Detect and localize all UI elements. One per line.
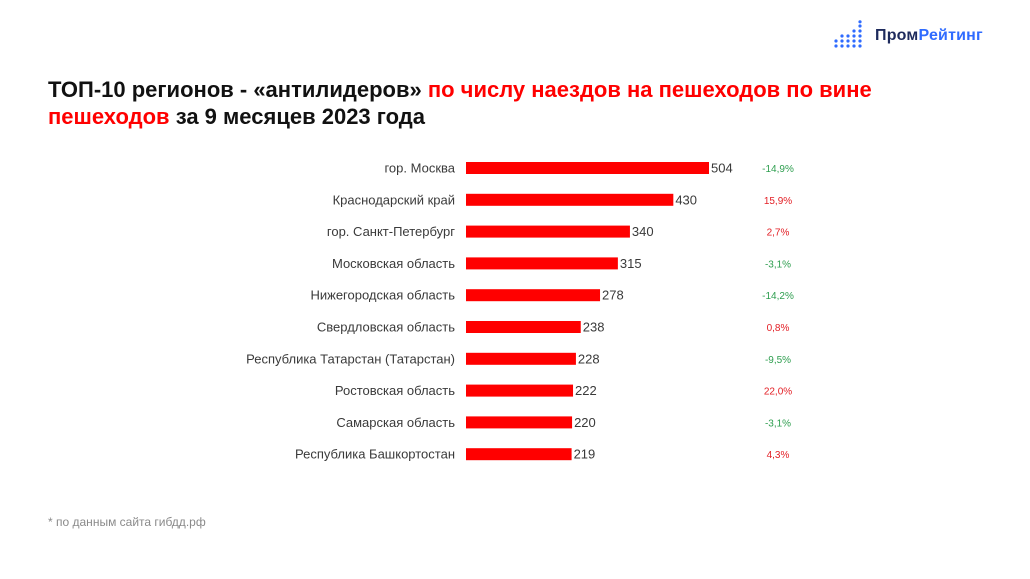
chart-title: ТОП-10 регионов - «антилидеров» по числу… — [48, 76, 988, 130]
bar — [466, 225, 630, 238]
source-footnote: * по данным сайта гибдд.рф — [48, 515, 206, 529]
change-label: 22,0% — [764, 387, 792, 398]
bar — [466, 162, 709, 174]
logo-word-2: Рейтинг — [918, 27, 983, 44]
title-part-3: за 9 месяцев 2023 года — [169, 104, 425, 129]
category-label: гор. Москва — [384, 161, 455, 176]
change-label: 4,3% — [767, 450, 790, 461]
change-label: 15,9% — [764, 196, 792, 207]
bar — [466, 321, 581, 333]
title-part-2: по числу наездов на пешеходов по вине пе… — [48, 77, 872, 129]
value-label: 278 — [602, 288, 624, 303]
change-label: -9,5% — [765, 355, 791, 366]
change-label: -14,2% — [762, 291, 794, 302]
bar — [466, 416, 573, 429]
category-label: Свердловская область — [317, 320, 455, 335]
brand-logo: ПромРейтинг — [833, 20, 983, 52]
category-label: Республика Татарстан (Татарстан) — [246, 351, 455, 366]
value-label: 340 — [632, 224, 654, 239]
value-label: 220 — [574, 415, 596, 430]
category-label: Нижегородская область — [310, 288, 455, 303]
logo-dots-icon — [834, 20, 862, 48]
value-label: 219 — [574, 447, 596, 462]
bar — [466, 352, 576, 365]
value-label: 222 — [575, 383, 597, 398]
title-part-1: ТОП-10 регионов - «антилидеров» — [48, 77, 428, 102]
bar — [466, 257, 618, 270]
change-label: 2,7% — [767, 228, 790, 239]
logo-word-1: Пром — [875, 27, 919, 44]
category-label: Самарская область — [336, 415, 455, 430]
category-label: Краснодарский край — [333, 192, 455, 207]
value-label: 238 — [583, 320, 605, 335]
category-label: гор. Санкт-Петербург — [327, 224, 455, 239]
change-label: -14,9% — [762, 164, 794, 175]
bar — [466, 384, 574, 397]
value-label: 504 — [711, 161, 733, 176]
bar-chart: гор. Москва 504 -14,9% Краснодарский край 43… — [246, 161, 794, 462]
change-label: 0,8% — [767, 323, 790, 334]
change-label: -3,1% — [765, 259, 791, 270]
bar — [466, 193, 674, 206]
change-label: -3,1% — [765, 418, 791, 429]
category-label: Ростовская область — [335, 383, 455, 398]
value-label: 315 — [620, 256, 642, 271]
value-label: 430 — [675, 192, 697, 207]
value-label: 228 — [578, 351, 600, 366]
bar — [466, 448, 572, 461]
category-label: Республика Башкортостан — [295, 447, 455, 462]
bars-layer: гор. Москва 504 -14,9% Краснодарский край 43… — [246, 161, 794, 462]
category-label: Московская область — [332, 256, 455, 271]
logo-wordmark: ПромРейтинг — [875, 27, 983, 45]
bar — [466, 289, 601, 302]
